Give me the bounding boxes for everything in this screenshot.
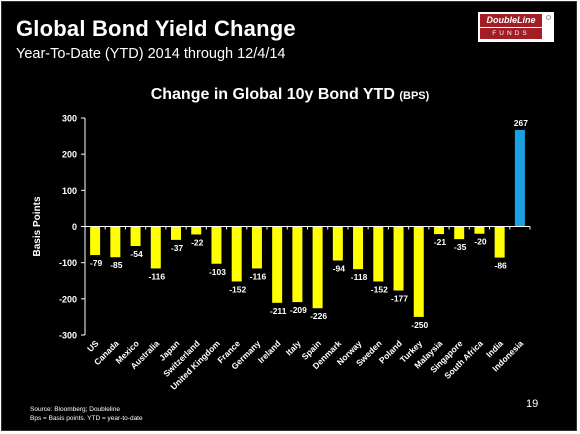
- x-tick-label: Poland: [377, 338, 404, 365]
- logo-sub: FUNDS: [480, 28, 542, 39]
- data-label: -177: [391, 294, 408, 304]
- bar-spain: [312, 226, 323, 309]
- data-label: -86: [495, 261, 508, 271]
- data-label: -152: [229, 284, 246, 294]
- bar-south-africa: [474, 226, 485, 234]
- bar-turkey: [413, 226, 424, 317]
- data-label: -103: [209, 267, 226, 277]
- data-label: -209: [290, 305, 307, 315]
- data-label: -85: [110, 260, 123, 270]
- logo-name: DoubleLine: [480, 14, 542, 27]
- data-label: -211: [270, 306, 287, 316]
- chart-title-text: Change in Global 10y Bond YTD: [150, 86, 395, 103]
- data-label: -22: [191, 237, 204, 247]
- bar-poland: [393, 226, 404, 291]
- data-label: -35: [454, 242, 467, 252]
- data-label: -21: [434, 237, 447, 247]
- y-tick-label: 300: [62, 114, 77, 124]
- y-tick-label: -100: [59, 258, 77, 268]
- bar-norway: [353, 226, 364, 270]
- chart-title: Change in Global 10y Bond YTD (BPS): [2, 86, 576, 104]
- data-label: -54: [130, 249, 143, 259]
- bar-denmark: [332, 226, 343, 261]
- data-label: -250: [411, 320, 428, 330]
- doubleline-logo: DoubleLine FUNDS: [478, 12, 554, 42]
- bar-us: [90, 226, 101, 256]
- bar-mexico: [130, 226, 141, 247]
- x-tick-label: US: [85, 338, 101, 354]
- bar-canada: [110, 226, 121, 258]
- bar-germany: [251, 226, 262, 269]
- page-number: 19: [526, 398, 539, 410]
- bar-sweden: [373, 226, 384, 282]
- data-label: 267: [514, 118, 528, 128]
- bar-chart: 300 200 100 0 -100 -200 -300 Basis Points -79 US -…: [32, 114, 531, 392]
- bar-italy: [292, 226, 303, 303]
- x-tick-label: Ireland: [256, 338, 283, 365]
- y-tick-label: 100: [62, 186, 77, 196]
- y-tick-label: 0: [72, 222, 77, 232]
- slide-title: Global Bond Yield Change: [16, 16, 296, 41]
- registered-mark-icon: [546, 15, 551, 20]
- data-label: -20: [474, 237, 487, 247]
- data-label: -116: [250, 271, 267, 281]
- data-label: -116: [149, 271, 166, 281]
- data-label: -226: [310, 311, 327, 321]
- chart-title-unit: (BPS): [399, 90, 430, 102]
- slide-subtitle: Year-To-Date (YTD) 2014 through 12/4/14: [16, 46, 286, 62]
- bar-australia: [150, 226, 161, 269]
- y-tick-label: -200: [59, 294, 77, 304]
- bar-france: [231, 226, 242, 282]
- bar-ireland: [272, 226, 283, 303]
- bar-japan: [171, 226, 182, 240]
- y-tick-label: -300: [59, 331, 77, 341]
- bar-malaysia: [433, 226, 444, 235]
- source-note: Source: Bloomberg; Doubleline: [30, 406, 120, 413]
- bar-indonesia: [514, 129, 525, 227]
- bar-switzerland: [191, 226, 202, 235]
- data-label: -118: [351, 272, 368, 282]
- data-label: -79: [90, 258, 103, 268]
- data-label: -152: [371, 284, 388, 294]
- bar-united-kingdom: [211, 226, 222, 264]
- abbreviation-note: Bps = Basis points. YTD = year-to-date: [30, 415, 143, 422]
- y-tick-label: 200: [62, 150, 77, 160]
- y-axis-title: Basis Points: [32, 196, 43, 256]
- data-label: -37: [171, 243, 184, 253]
- bar-singapore: [454, 226, 465, 240]
- bar-india: [494, 226, 505, 258]
- data-label: -94: [333, 263, 346, 273]
